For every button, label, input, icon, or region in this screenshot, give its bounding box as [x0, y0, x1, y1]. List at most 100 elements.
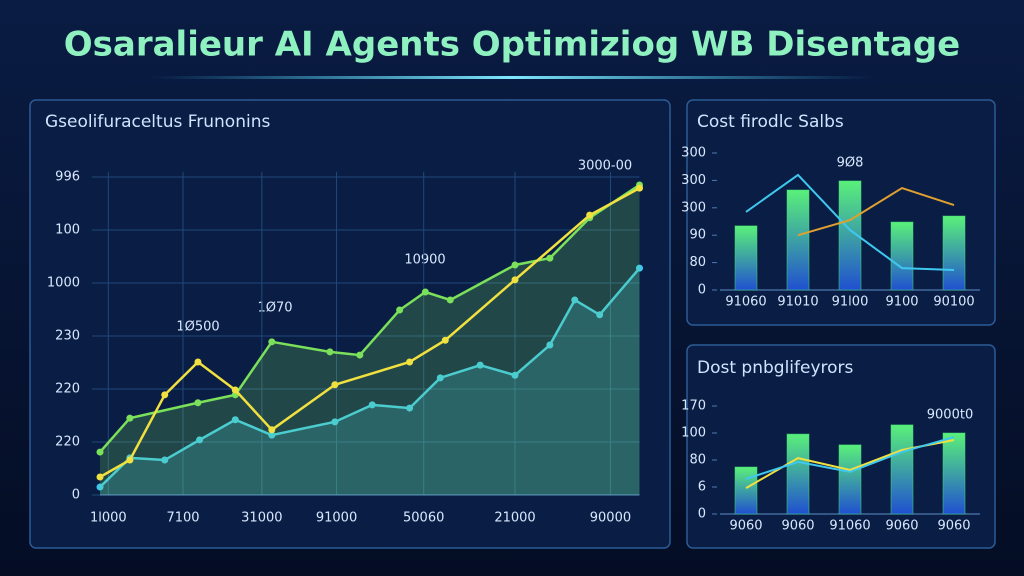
point — [194, 358, 202, 366]
point — [231, 386, 239, 394]
point — [441, 336, 449, 344]
y-tick-label: 100 — [681, 426, 706, 441]
point — [96, 448, 104, 456]
point — [196, 436, 204, 444]
annotation: 9000t0 — [927, 408, 973, 423]
point — [396, 306, 404, 314]
y-tick-label: 90 — [689, 228, 706, 243]
point — [268, 431, 276, 439]
point — [231, 416, 239, 424]
x-tick-label: 31000 — [241, 511, 282, 526]
panel-title: Gseolifuraceltus Frunonins — [45, 112, 270, 132]
line — [99, 267, 641, 488]
y-tick-label: 230 — [55, 329, 80, 344]
x-tick-label: 9060 — [937, 519, 970, 534]
bar — [786, 433, 810, 515]
x-tick-label: 91060 — [725, 295, 766, 310]
point — [511, 276, 519, 284]
point — [331, 381, 339, 389]
x-tick-label: 91000 — [316, 511, 357, 526]
annotation: 10900 — [404, 253, 445, 268]
x-tick-label: 21000 — [494, 511, 535, 526]
point — [368, 401, 376, 409]
point — [268, 338, 276, 346]
area — [100, 184, 640, 495]
x-tick-label: 1l000 — [90, 511, 127, 526]
bar — [786, 189, 810, 291]
x-tick-label: 9060 — [781, 519, 814, 534]
annotation: 1Ø500 — [176, 320, 219, 335]
point — [636, 184, 643, 192]
x-tick-label: 91010 — [777, 295, 818, 310]
annotation: 3000-00 — [578, 159, 632, 174]
point — [511, 261, 519, 269]
y-tick-label: 220 — [55, 382, 80, 397]
annotation: 9Ø8 — [837, 156, 864, 171]
point — [161, 391, 169, 399]
x-tick-label: 9100 — [885, 295, 918, 310]
area — [100, 268, 640, 495]
point — [421, 288, 429, 296]
x-tick-label: 9060 — [729, 519, 762, 534]
y-tick-label: 0 — [698, 283, 706, 298]
y-tick-label: 100 — [55, 223, 80, 238]
x-tick-label: 90100 — [933, 295, 974, 310]
point — [268, 426, 276, 434]
y-tick-label: 300 — [681, 146, 706, 161]
point — [586, 211, 594, 219]
point — [596, 311, 604, 319]
x-tick-label: 90000 — [590, 511, 631, 526]
bar — [838, 180, 862, 291]
point — [636, 264, 643, 272]
point — [126, 456, 134, 464]
x-tick-label: 91060 — [829, 519, 870, 534]
y-tick-label: 220 — [55, 435, 80, 450]
x-tick-label: 91l00 — [832, 295, 869, 310]
point — [476, 361, 484, 369]
point — [406, 358, 414, 366]
point — [331, 418, 339, 426]
point — [436, 374, 444, 382]
bar — [734, 466, 758, 515]
y-tick-label: 80 — [689, 453, 706, 468]
y-tick-label: 0 — [698, 507, 706, 522]
y-tick-label: 996 — [55, 170, 80, 185]
point — [126, 414, 134, 422]
line — [99, 187, 641, 479]
x-tick-label: 50060 — [403, 511, 444, 526]
bar — [734, 225, 758, 291]
y-tick-label: 1000 — [47, 276, 80, 291]
point — [571, 296, 579, 304]
panel-title: Dost pnbglifeyrors — [697, 358, 854, 378]
panel — [29, 99, 671, 549]
bar — [890, 424, 914, 515]
y-tick-label: 80 — [689, 255, 706, 270]
y-tick-label: 6 — [698, 480, 706, 495]
x-tick-label: 9060 — [885, 519, 918, 534]
point — [96, 473, 104, 481]
point — [446, 296, 454, 304]
point — [546, 254, 554, 262]
bar — [838, 444, 862, 515]
annotation: 1Ø70 — [257, 301, 292, 316]
line — [797, 186, 955, 237]
point — [326, 348, 334, 356]
line — [745, 436, 955, 480]
point — [546, 341, 554, 349]
point — [511, 371, 519, 379]
line — [99, 183, 641, 453]
line — [745, 173, 955, 271]
point — [356, 351, 364, 359]
point — [96, 483, 104, 491]
panel-title: Cost firodlc Salbs — [697, 112, 844, 132]
title-glow — [150, 76, 874, 79]
point — [161, 456, 169, 464]
y-tick-label: 300 — [681, 200, 706, 215]
point — [406, 404, 414, 412]
bar — [942, 215, 966, 291]
page-title: Osaralieur AI Agents Optimiziog WB Disen… — [64, 25, 960, 65]
bar — [942, 432, 966, 515]
y-tick-label: 170 — [681, 399, 706, 414]
y-tick-label: 0 — [72, 488, 80, 503]
